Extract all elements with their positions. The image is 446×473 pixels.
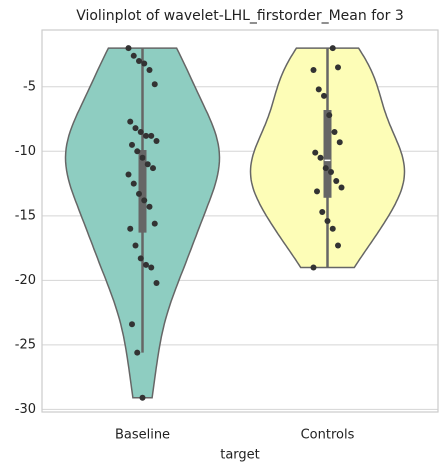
- data-point: [150, 165, 156, 172]
- data-point: [141, 197, 148, 204]
- data-point: [148, 132, 155, 139]
- data-point: [143, 261, 149, 268]
- data-point: [136, 190, 142, 197]
- data-point: [139, 154, 146, 161]
- y-tick-label: -10: [15, 144, 36, 159]
- data-point: [153, 137, 160, 144]
- data-point: [314, 188, 320, 195]
- data-point: [146, 203, 153, 210]
- data-point: [336, 139, 343, 146]
- data-point: [151, 220, 158, 227]
- data-point: [146, 67, 153, 74]
- data-point: [132, 125, 139, 132]
- data-point: [328, 168, 334, 175]
- data-point: [127, 225, 134, 232]
- y-tick-label: -30: [15, 402, 36, 417]
- data-point: [144, 161, 151, 168]
- data-point: [130, 180, 137, 187]
- data-point: [151, 81, 158, 88]
- data-point: [310, 264, 317, 271]
- data-point: [338, 184, 345, 191]
- x-tick-label: Baseline: [115, 428, 170, 443]
- plot-frame: [41, 29, 439, 413]
- box: [323, 110, 332, 198]
- data-point: [315, 86, 322, 93]
- data-point: [319, 208, 326, 215]
- x-axis-label: target: [220, 448, 260, 463]
- y-tick-label: -20: [15, 273, 36, 288]
- data-point: [312, 149, 319, 156]
- data-point: [329, 45, 336, 52]
- data-point: [310, 67, 317, 74]
- data-point: [321, 92, 327, 99]
- data-point: [317, 154, 324, 161]
- data-point: [129, 141, 135, 148]
- x-tick-label: Controls: [301, 428, 355, 443]
- data-point: [125, 171, 132, 178]
- box: [138, 150, 147, 233]
- data-point: [136, 57, 142, 64]
- data-point: [331, 128, 338, 135]
- y-tick-label: -25: [15, 337, 36, 352]
- data-point: [143, 132, 149, 139]
- y-tick-label: -15: [15, 208, 36, 223]
- data-point: [132, 242, 139, 249]
- data-point: [335, 64, 341, 71]
- data-point: [141, 60, 148, 67]
- data-point: [153, 279, 160, 286]
- data-point: [148, 264, 155, 271]
- data-point: [134, 349, 141, 356]
- data-point: [129, 321, 135, 328]
- data-point: [127, 118, 134, 125]
- data-point: [329, 225, 336, 232]
- data-point: [134, 148, 141, 155]
- data-point: [333, 177, 340, 184]
- data-point: [324, 218, 331, 224]
- data-point: [125, 45, 132, 52]
- chart-title: Violinplot of wavelet-LHL_firstorder_Mea…: [76, 8, 404, 24]
- data-point: [137, 255, 144, 262]
- data-point: [130, 52, 137, 59]
- data-point: [137, 128, 144, 135]
- y-tick-label: -5: [23, 79, 36, 94]
- data-point: [326, 112, 333, 119]
- data-point: [322, 165, 329, 172]
- data-point: [139, 394, 146, 401]
- data-point: [335, 242, 341, 249]
